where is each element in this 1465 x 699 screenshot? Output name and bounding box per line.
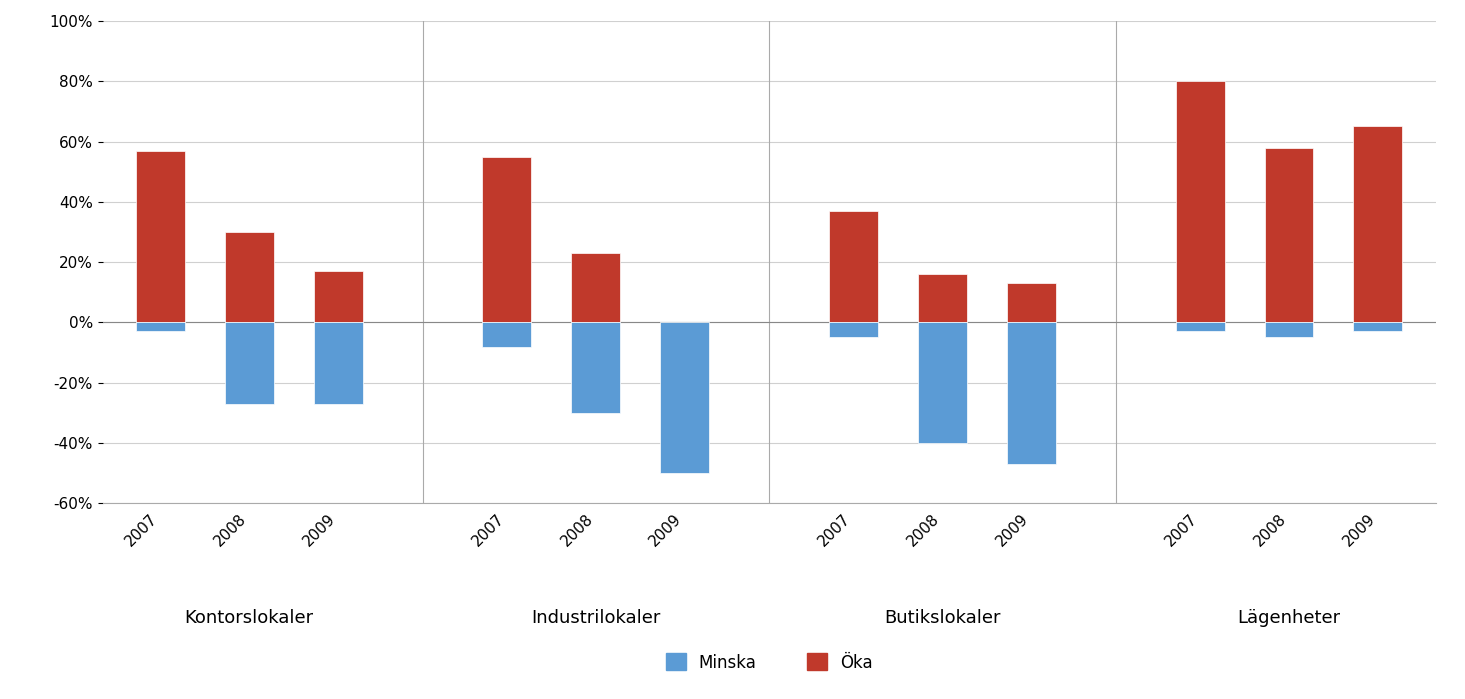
Bar bbox=[1176, 81, 1225, 322]
Bar bbox=[1354, 127, 1402, 322]
Bar bbox=[1264, 147, 1314, 322]
Bar bbox=[1006, 283, 1056, 322]
Bar bbox=[829, 211, 878, 322]
Bar bbox=[1176, 322, 1225, 331]
Bar bbox=[571, 322, 620, 413]
Text: Butikslokaler: Butikslokaler bbox=[885, 610, 1001, 628]
Bar bbox=[136, 322, 185, 331]
Bar bbox=[661, 322, 709, 473]
Bar bbox=[1354, 322, 1402, 331]
Text: Kontorslokaler: Kontorslokaler bbox=[185, 610, 314, 628]
Bar bbox=[1264, 322, 1314, 338]
Bar bbox=[482, 322, 532, 347]
Bar bbox=[314, 322, 362, 404]
Bar bbox=[919, 322, 967, 443]
Bar bbox=[1006, 322, 1056, 464]
Text: Lägenheter: Lägenheter bbox=[1238, 610, 1340, 628]
Bar bbox=[224, 322, 274, 404]
Bar bbox=[919, 274, 967, 322]
Bar bbox=[136, 150, 185, 322]
Bar bbox=[482, 157, 532, 322]
Bar bbox=[829, 322, 878, 338]
Bar bbox=[314, 271, 362, 322]
Bar bbox=[224, 232, 274, 322]
Legend: Minska, Öka: Minska, Öka bbox=[659, 647, 879, 678]
Text: Industrilokaler: Industrilokaler bbox=[532, 610, 661, 628]
Bar bbox=[571, 253, 620, 322]
